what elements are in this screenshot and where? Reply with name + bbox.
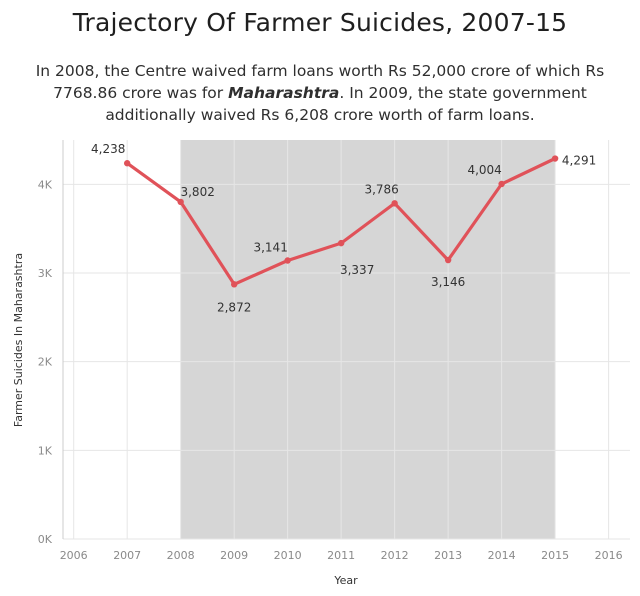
- x-tick-label: 2011: [327, 549, 355, 562]
- data-point: [391, 200, 398, 207]
- subtitle-text-end: . In 2009, the state government addition…: [105, 84, 587, 124]
- data-point: [498, 180, 505, 188]
- data-label: 4,291: [562, 154, 596, 168]
- subtitle-emphasis: Maharashtra: [228, 84, 340, 102]
- data-label: 3,146: [431, 275, 465, 289]
- data-label: 4,004: [467, 163, 501, 177]
- data-point: [444, 256, 452, 264]
- y-tick-label: 0K: [38, 533, 53, 546]
- y-tick-label: 2K: [38, 356, 53, 369]
- chart-title: Trajectory Of Farmer Suicides, 2007-15: [72, 8, 568, 37]
- x-tick-label: 2012: [381, 549, 409, 562]
- x-tick-label: 2008: [167, 549, 195, 562]
- shaded-period: [180, 140, 556, 539]
- x-tick-label: 2015: [541, 549, 569, 562]
- data-label-layer: 4,238 3,802 2,872 3,141 3,337 3,786 3,146 4,004…: [91, 142, 596, 314]
- y-tick-label: 3K: [38, 267, 53, 280]
- data-label: 3,786: [364, 182, 398, 196]
- x-tick-label: 2009: [220, 549, 248, 562]
- data-label: 3,802: [180, 185, 214, 199]
- y-tick-label: 1K: [38, 444, 53, 457]
- x-tick-label: 2016: [595, 549, 623, 562]
- y-axis-title: Farmer Suicides In Maharashtra: [12, 253, 25, 427]
- x-tick-label: 2014: [488, 549, 516, 562]
- shaded-period-layer: [180, 140, 556, 539]
- chart-subtitle: In 2008, the Centre waived farm loans wo…: [20, 60, 620, 126]
- data-label: 3,337: [340, 263, 374, 277]
- axis-layer: 2006 2007 2008 2009 2010 2011 2012 2013 2014 2015…: [38, 140, 623, 562]
- data-point: [230, 281, 238, 288]
- y-tick-label: 4K: [38, 178, 53, 191]
- data-label: 2,872: [217, 300, 251, 314]
- data-point: [123, 160, 131, 167]
- series-layer: [123, 155, 559, 288]
- subtitle-text-start: In 2008, the Centre waived farm loans wo…: [35, 62, 605, 102]
- data-point: [551, 155, 559, 162]
- data-point: [177, 198, 184, 206]
- data-label: 4,238: [91, 142, 125, 156]
- x-axis-title: Year: [333, 574, 358, 587]
- x-tick-label: 2013: [434, 549, 462, 562]
- x-tick-label: 2007: [113, 549, 141, 562]
- x-tick-label: 2010: [274, 549, 302, 562]
- data-label: 3,141: [253, 240, 287, 254]
- x-tick-label: 2006: [60, 549, 88, 562]
- data-point: [284, 257, 291, 264]
- data-point: [337, 239, 345, 247]
